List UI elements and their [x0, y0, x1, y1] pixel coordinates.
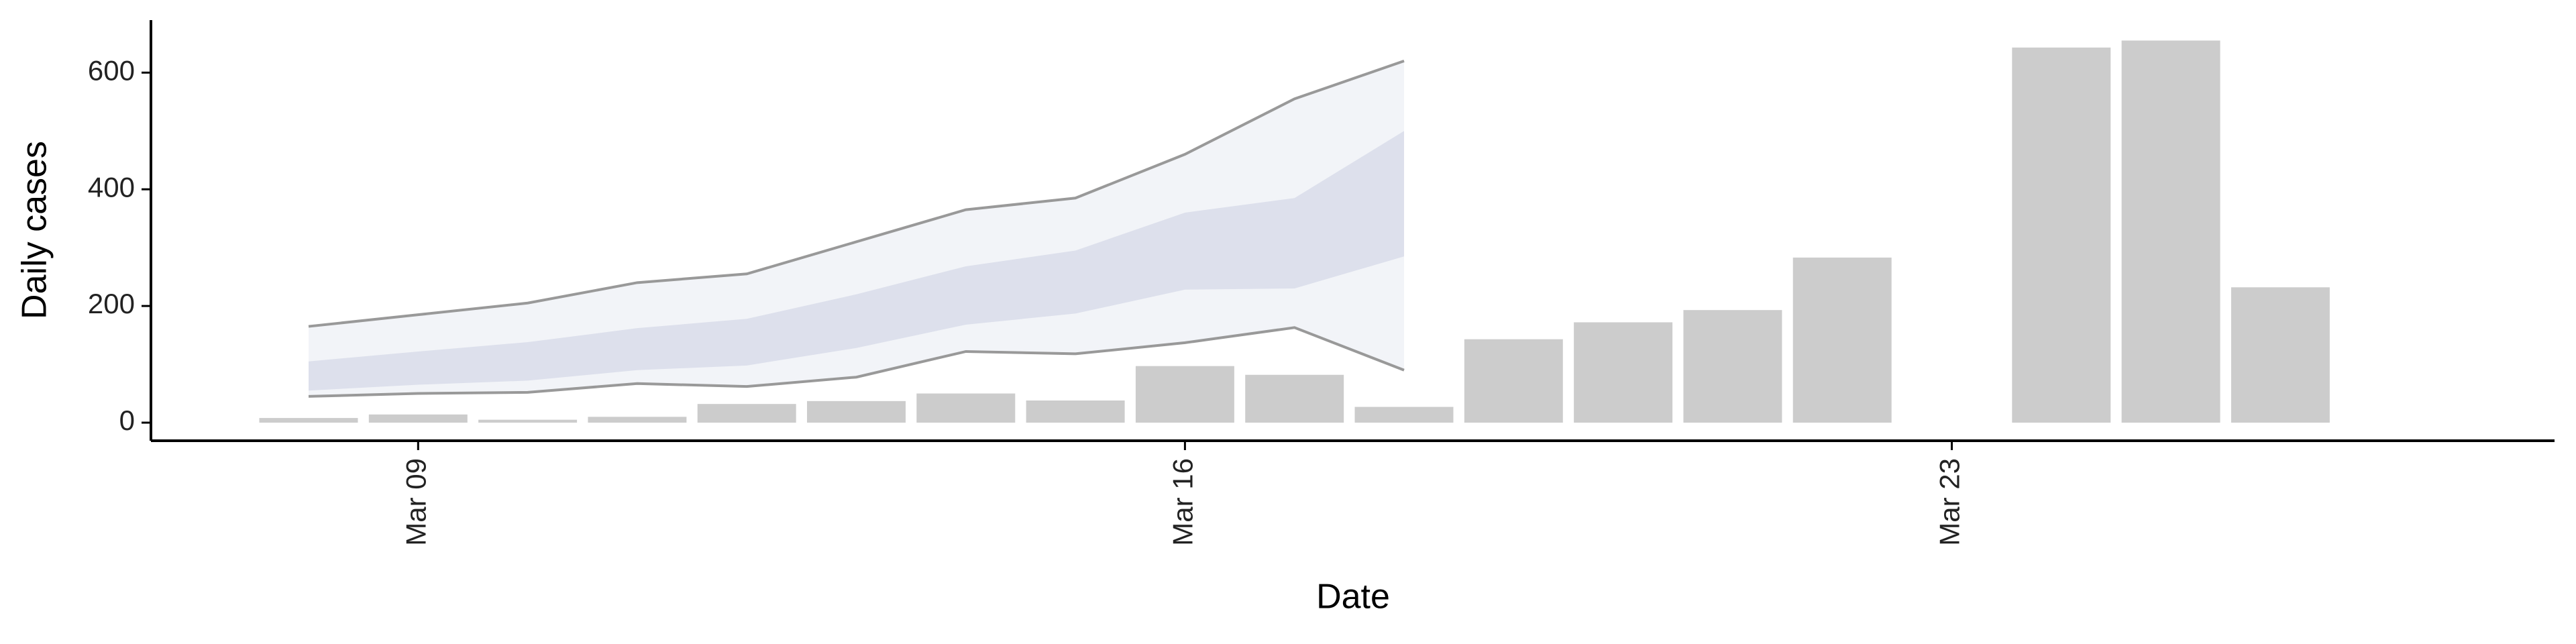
bar	[1574, 322, 1673, 423]
x-tick-label: Mar 23	[1934, 458, 1966, 546]
bar	[259, 418, 358, 423]
band	[309, 131, 1404, 391]
bar	[1792, 257, 1892, 423]
y-tick-label: 200	[88, 288, 135, 319]
y-tick-label: 600	[88, 54, 135, 86]
bar	[1026, 400, 1125, 423]
bar	[697, 404, 796, 423]
bar	[368, 414, 468, 423]
bar	[916, 393, 1016, 423]
bar	[2231, 287, 2330, 423]
bar	[1135, 366, 1234, 423]
band	[309, 60, 1404, 396]
bar	[1354, 407, 1454, 423]
x-axis-title: Date	[1316, 578, 1390, 616]
bar	[588, 417, 687, 423]
bar	[807, 400, 906, 423]
band-edge	[308, 59, 1405, 328]
band-edge	[308, 326, 1405, 398]
bar	[1683, 310, 1782, 423]
y-tick-label: 0	[119, 405, 135, 436]
y-tick-label: 400	[88, 171, 135, 203]
bar	[478, 419, 578, 423]
x-tick-label: Mar 16	[1167, 458, 1198, 546]
y-axis-title: Daily cases	[15, 141, 54, 319]
bar	[1464, 339, 1563, 423]
x-tick-label: Mar 09	[400, 458, 431, 546]
bar	[2121, 40, 2220, 423]
bar	[2012, 47, 2111, 423]
bar	[1245, 374, 1344, 423]
